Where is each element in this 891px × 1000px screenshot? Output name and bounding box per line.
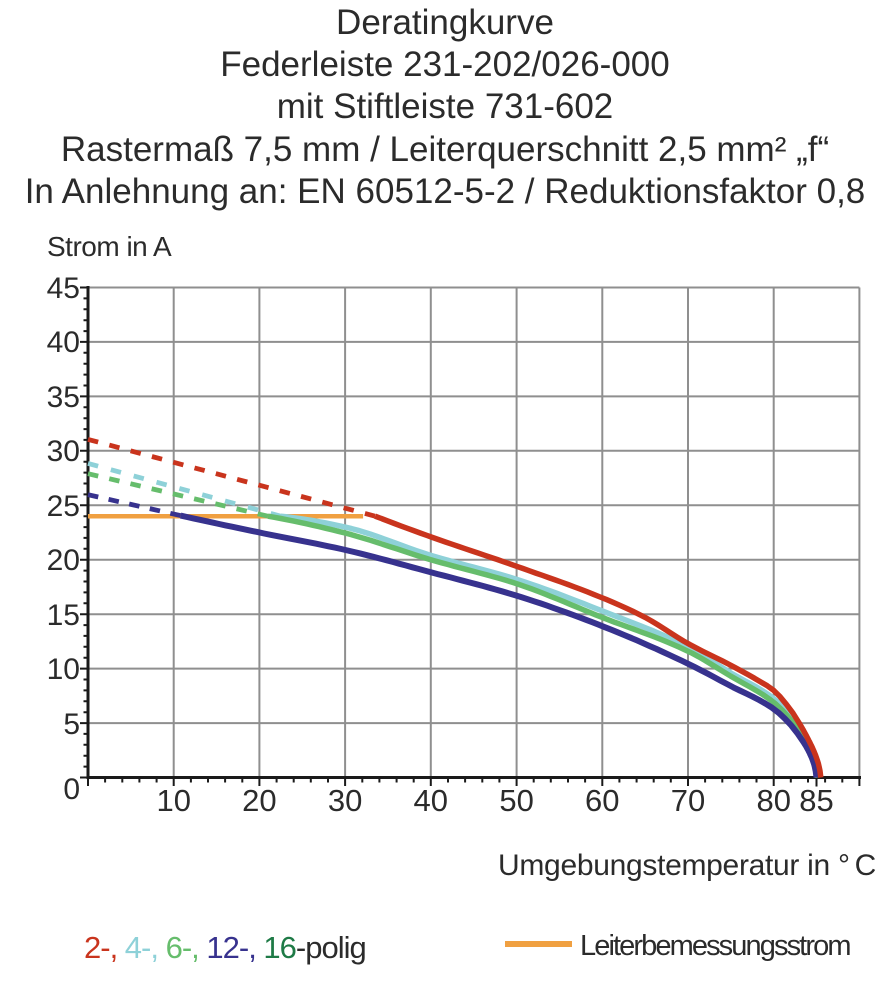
svg-text:Deratingkurve: Deratingkurve [336,3,554,42]
svg-text:In Anlehnung an: EN 60512-5-2: In Anlehnung an: EN 60512-5-2 / Reduktio… [25,172,866,211]
svg-text:45: 45 [47,272,80,305]
svg-text:35: 35 [47,381,80,414]
svg-text:15: 15 [47,599,80,632]
svg-text:Rastermaß 7,5 mm / Leiterquers: Rastermaß 7,5 mm / Leiterquerschnitt 2,5… [61,130,829,169]
svg-text:80: 80 [756,783,790,818]
svg-text:70: 70 [671,783,705,818]
svg-text:10: 10 [47,653,80,686]
svg-text:mit Stiftleiste 731-602: mit Stiftleiste 731-602 [277,87,614,126]
svg-text:Federleiste 231-202/026-000: Federleiste 231-202/026-000 [220,45,669,84]
svg-text:Umgebungstemperatur in °C: Umgebungstemperatur in ° C [498,849,876,882]
svg-text:50: 50 [499,783,533,818]
svg-text:20: 20 [47,544,80,577]
svg-text:10: 10 [156,783,190,818]
svg-text:2-, 4-, 6-, 12-, 16-polig: 2-, 4-, 6-, 12-, 16-polig [84,930,366,965]
svg-text:25: 25 [47,490,80,523]
svg-text:30: 30 [47,435,80,468]
svg-text:30: 30 [328,783,362,818]
svg-text:40: 40 [47,326,80,359]
svg-text:40: 40 [414,783,448,818]
svg-text:Leiterbemessungsstrom: Leiterbemessungsstrom [580,930,850,962]
svg-text:60: 60 [585,783,619,818]
svg-text:Strom in A: Strom in A [47,231,172,262]
svg-text:85: 85 [799,783,833,818]
svg-text:20: 20 [242,783,276,818]
svg-text:5: 5 [63,708,80,741]
svg-text:0: 0 [63,773,80,806]
